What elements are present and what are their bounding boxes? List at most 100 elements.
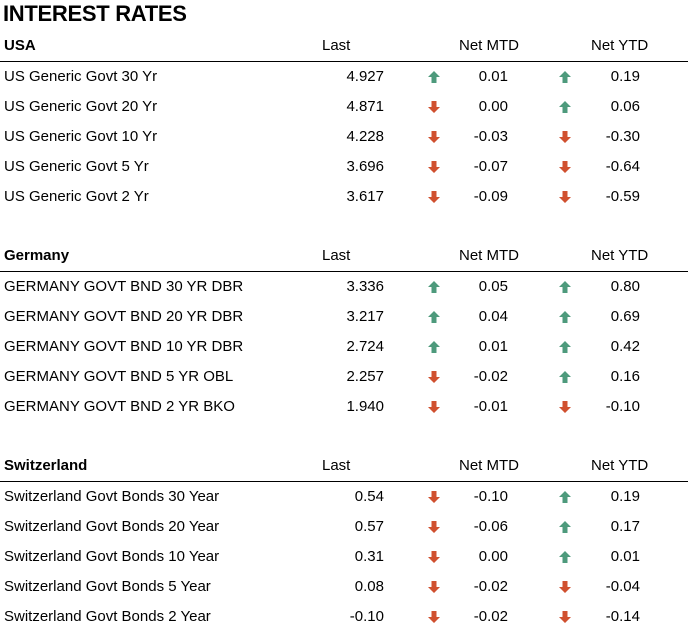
security-name: US Generic Govt 2 Yr	[4, 188, 149, 205]
arrow-up-icon	[558, 310, 572, 324]
table-row: GERMANY GOVT BND 30 YR DBR 3.336 0.05 0.80	[0, 272, 688, 302]
last-value: 0.54	[354, 488, 384, 505]
arrow-down-icon	[427, 160, 441, 174]
last-value: 4.228	[346, 128, 384, 145]
section-header: USA Last Net MTD Net YTD	[0, 32, 688, 62]
net-ytd-value: -0.59	[605, 188, 640, 205]
last-value: 0.08	[354, 578, 384, 595]
net-mtd-value: -0.01	[473, 398, 508, 415]
last-value: 1.940	[346, 398, 384, 415]
net-ytd-value: -0.14	[605, 608, 640, 625]
net-ytd-value: 0.19	[610, 488, 640, 505]
arrow-up-icon	[427, 340, 441, 354]
arrow-down-icon	[427, 610, 441, 624]
security-name: US Generic Govt 5 Yr	[4, 158, 149, 175]
last-value: 2.724	[346, 338, 384, 355]
net-ytd-value: 0.17	[610, 518, 640, 535]
net-mtd-value: 0.00	[478, 548, 508, 565]
net-mtd-value: -0.07	[473, 158, 508, 175]
table-body: GERMANY GOVT BND 30 YR DBR 3.336 0.05 0.80 G…	[0, 272, 688, 422]
net-ytd-value: -0.10	[605, 398, 640, 415]
net-mtd-value: -0.10	[473, 488, 508, 505]
net-ytd-value: 0.19	[610, 68, 640, 85]
arrow-down-icon	[427, 580, 441, 594]
security-name: US Generic Govt 20 Yr	[4, 98, 158, 115]
arrow-down-icon	[427, 520, 441, 534]
last-value: 3.217	[346, 308, 384, 325]
security-name: GERMANY GOVT BND 5 YR OBL	[4, 368, 234, 385]
col-header-net-ytd: Net YTD	[591, 37, 649, 54]
net-mtd-value: -0.02	[473, 608, 508, 625]
col-header-net-mtd: Net MTD	[459, 247, 519, 264]
net-ytd-value: 0.42	[610, 338, 640, 355]
last-value: 2.257	[346, 368, 384, 385]
col-header-net-mtd: Net MTD	[459, 457, 519, 474]
table-row: Switzerland Govt Bonds 5 Year 0.08 -0.02 -0…	[0, 572, 688, 602]
net-mtd-value: -0.02	[473, 578, 508, 595]
section-germany: Germany Last Net MTD Net YTD GERMANY GOV…	[0, 242, 688, 422]
arrow-down-icon	[427, 400, 441, 414]
arrow-down-icon	[558, 580, 572, 594]
arrow-up-icon	[558, 370, 572, 384]
net-mtd-value: -0.09	[473, 188, 508, 205]
last-value: 3.696	[346, 158, 384, 175]
arrow-up-icon	[427, 280, 441, 294]
security-name: Switzerland Govt Bonds 10 Year	[4, 548, 220, 565]
section-switzerland: Switzerland Last Net MTD Net YTD Switzer…	[0, 452, 688, 632]
net-ytd-value: 0.16	[610, 368, 640, 385]
table-row: Switzerland Govt Bonds 30 Year 0.54 -0.10 0…	[0, 482, 688, 512]
section-header: Switzerland Last Net MTD Net YTD	[0, 452, 688, 482]
security-name: US Generic Govt 30 Yr	[4, 68, 158, 85]
col-header-net-mtd: Net MTD	[459, 37, 519, 54]
arrow-up-icon	[558, 520, 572, 534]
arrow-up-icon	[558, 100, 572, 114]
net-mtd-value: 0.05	[478, 278, 508, 295]
section-header: Germany Last Net MTD Net YTD	[0, 242, 688, 272]
last-value: -0.10	[349, 608, 384, 625]
security-name: US Generic Govt 10 Yr	[4, 128, 158, 145]
security-name: GERMANY GOVT BND 30 YR DBR	[4, 278, 244, 295]
security-name: Switzerland Govt Bonds 30 Year	[4, 488, 220, 505]
section-title: Germany	[4, 247, 70, 264]
arrow-up-icon	[558, 340, 572, 354]
net-mtd-value: -0.02	[473, 368, 508, 385]
arrow-down-icon	[558, 130, 572, 144]
net-mtd-value: 0.04	[478, 308, 508, 325]
arrow-up-icon	[558, 490, 572, 504]
table-row: US Generic Govt 10 Yr 4.228 -0.03 -0.30	[0, 122, 688, 152]
arrow-down-icon	[427, 100, 441, 114]
arrow-down-icon	[427, 370, 441, 384]
page-title: INTEREST RATES	[3, 1, 187, 26]
last-value: 0.57	[354, 518, 384, 535]
security-name: Switzerland Govt Bonds 2 Year	[4, 608, 211, 625]
security-name: GERMANY GOVT BND 10 YR DBR	[4, 338, 244, 355]
table-body: US Generic Govt 30 Yr 4.927 0.01 0.19 US Gen…	[0, 62, 688, 212]
col-header-net-ytd: Net YTD	[591, 457, 649, 474]
table-row: GERMANY GOVT BND 20 YR DBR 3.217 0.04 0.69	[0, 302, 688, 332]
net-mtd-value: -0.03	[473, 128, 508, 145]
net-mtd-value: -0.06	[473, 518, 508, 535]
security-name: Switzerland Govt Bonds 20 Year	[4, 518, 220, 535]
arrow-down-icon	[558, 610, 572, 624]
net-ytd-value: 0.80	[610, 278, 640, 295]
arrow-down-icon	[558, 400, 572, 414]
col-header-last: Last	[322, 37, 351, 54]
net-mtd-value: 0.01	[478, 68, 508, 85]
arrow-up-icon	[558, 70, 572, 84]
last-value: 3.336	[346, 278, 384, 295]
section-title: Switzerland	[4, 457, 88, 474]
arrow-up-icon	[427, 70, 441, 84]
security-name: Switzerland Govt Bonds 5 Year	[4, 578, 211, 595]
net-mtd-value: 0.00	[478, 98, 508, 115]
table-row: US Generic Govt 2 Yr 3.617 -0.09 -0.59	[0, 182, 688, 212]
table-row: GERMANY GOVT BND 2 YR BKO 1.940 -0.01 -0.10	[0, 392, 688, 422]
table-row: Switzerland Govt Bonds 10 Year 0.31 0.00 0.…	[0, 542, 688, 572]
table-row: Switzerland Govt Bonds 2 Year -0.10 -0.02 -…	[0, 602, 688, 632]
net-mtd-value: 0.01	[478, 338, 508, 355]
net-ytd-value: 0.06	[610, 98, 640, 115]
last-value: 4.871	[346, 98, 384, 115]
col-header-last: Last	[322, 457, 351, 474]
section-usa: USA Last Net MTD Net YTD US Generic Govt…	[0, 32, 688, 212]
col-header-net-ytd: Net YTD	[591, 247, 649, 264]
net-ytd-value: 0.69	[610, 308, 640, 325]
